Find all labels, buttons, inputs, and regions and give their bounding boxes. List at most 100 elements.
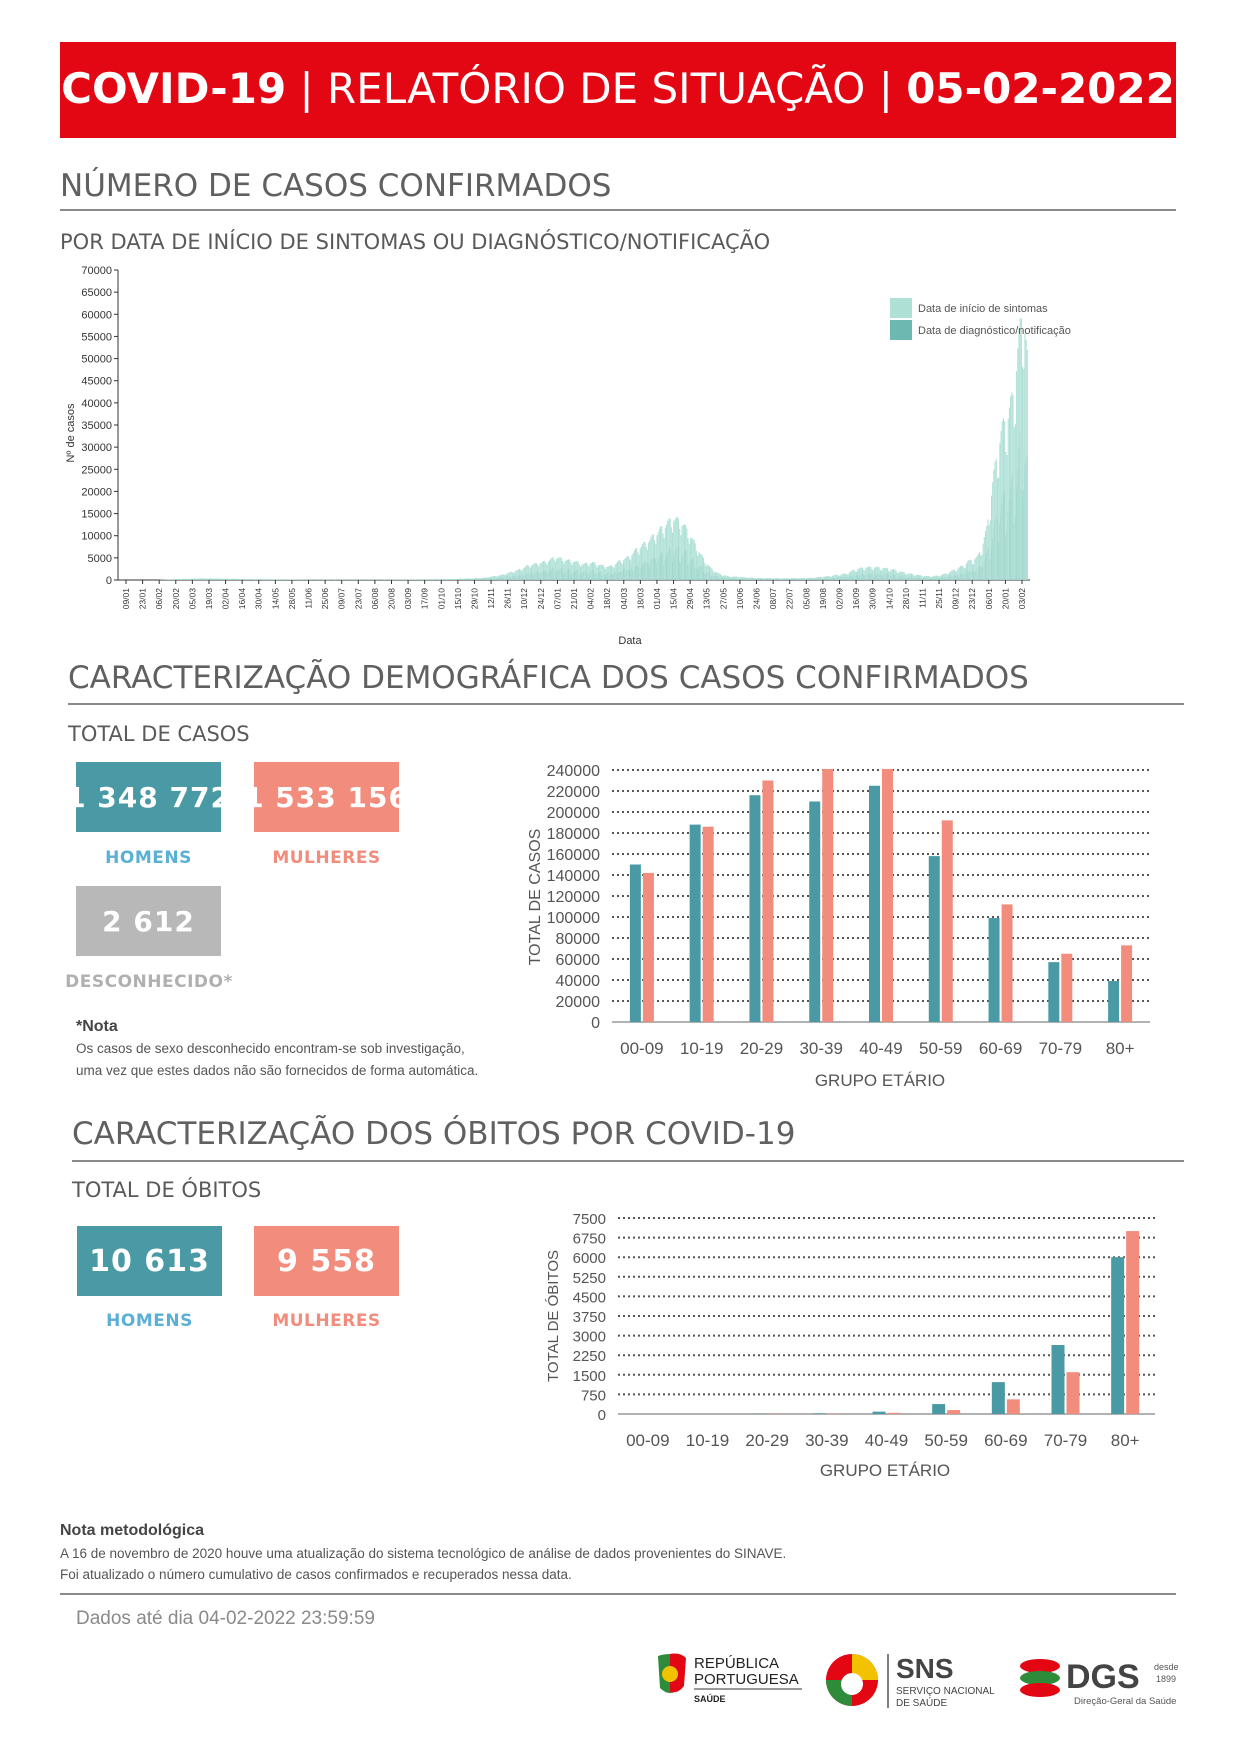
epi-bar-notification bbox=[514, 575, 515, 580]
epi-bar-notification bbox=[744, 578, 746, 580]
epi-bar-notification bbox=[542, 571, 544, 580]
epi-bar-symptoms bbox=[890, 569, 892, 580]
epi-bar-symptoms bbox=[999, 443, 1001, 580]
y-tick-label: 40000 bbox=[556, 973, 601, 990]
epi-bar-notification bbox=[736, 578, 738, 580]
epi-bar-symptoms bbox=[950, 571, 952, 580]
epi-bar-notification bbox=[934, 577, 936, 580]
bar-mulheres bbox=[1126, 1231, 1140, 1414]
epi-bar-symptoms bbox=[993, 469, 995, 580]
methodology-line2: Foi atualizado o número cumulativo de ca… bbox=[60, 1567, 572, 1582]
epi-bar-notification bbox=[722, 578, 723, 580]
epi-bar-notification bbox=[511, 576, 513, 580]
epi-bar-notification bbox=[527, 573, 528, 580]
epi-bar-symptoms bbox=[889, 571, 891, 580]
epi-bar-notification bbox=[220, 579, 221, 580]
epi-bar-symptoms bbox=[1017, 348, 1019, 580]
epi-bar-symptoms bbox=[988, 524, 990, 580]
epi-bar-symptoms bbox=[842, 573, 844, 580]
epi-bar-symptoms bbox=[823, 576, 825, 580]
epi-bar-symptoms bbox=[576, 561, 578, 580]
epi-bar-symptoms bbox=[507, 573, 509, 580]
category-label: 50-59 bbox=[924, 1431, 967, 1450]
epi-bar-symptoms bbox=[434, 579, 436, 580]
svg-text:Direção-Geral da Saúde: Direção-Geral da Saúde bbox=[1074, 1696, 1176, 1707]
epi-bar-symptoms bbox=[446, 579, 448, 580]
epi-bar-notification bbox=[483, 578, 484, 580]
epi-bar-notification bbox=[857, 573, 858, 580]
epi-bar-notification bbox=[735, 578, 736, 580]
epi-bar-symptoms bbox=[424, 579, 426, 580]
epi-bar-symptoms bbox=[820, 576, 822, 580]
epi-bar-notification bbox=[184, 579, 186, 580]
epi-bar-notification bbox=[682, 554, 684, 580]
epi-x-tick-label: 14/10 bbox=[884, 588, 894, 610]
epi-bar-symptoms bbox=[728, 576, 730, 580]
epi-bar-notification bbox=[502, 577, 503, 580]
epi-bar-symptoms bbox=[1024, 333, 1026, 580]
epi-bar-notification bbox=[189, 579, 190, 580]
epi-bar-notification bbox=[472, 579, 473, 580]
epi-bar-symptoms bbox=[189, 578, 191, 580]
epi-bar-symptoms bbox=[895, 570, 897, 580]
epi-bar-notification bbox=[554, 573, 556, 580]
epi-bar-notification bbox=[1023, 489, 1024, 580]
epi-bar-symptoms bbox=[901, 571, 903, 580]
epi-bar-symptoms bbox=[1013, 427, 1015, 580]
epi-bar-notification bbox=[1001, 503, 1003, 580]
epi-bar-notification bbox=[686, 550, 687, 580]
epi-bar-symptoms bbox=[955, 571, 957, 580]
epi-bar-symptoms bbox=[865, 567, 867, 580]
epi-bar-symptoms bbox=[679, 528, 681, 580]
epi-bar-notification bbox=[1002, 495, 1004, 580]
epi-bar-notification bbox=[829, 578, 831, 580]
epi-bar-notification bbox=[563, 574, 564, 580]
epi-bar-notification bbox=[509, 576, 511, 580]
epi-bar-symptoms bbox=[252, 579, 254, 580]
epi-bar-notification bbox=[467, 579, 469, 580]
epi-bar-symptoms bbox=[198, 578, 200, 580]
epi-bar-notification bbox=[519, 575, 520, 580]
epi-bar-symptoms bbox=[400, 579, 402, 580]
epi-bar-notification bbox=[569, 568, 570, 580]
epi-bar-notification bbox=[652, 556, 654, 580]
epi-bar-symptoms bbox=[436, 579, 438, 580]
epi-bar-symptoms bbox=[953, 569, 956, 580]
epi-bar-notification bbox=[208, 579, 209, 580]
epi-bar-notification bbox=[673, 556, 674, 580]
bar-mulheres bbox=[1121, 945, 1133, 1022]
epi-bar-symptoms bbox=[618, 560, 620, 580]
epi-bar-symptoms bbox=[755, 578, 757, 580]
epi-bar-notification bbox=[962, 573, 963, 580]
bar-mulheres bbox=[1001, 904, 1013, 1022]
epi-x-tick-label: 09/07 bbox=[337, 588, 347, 610]
epi-bar-notification bbox=[668, 549, 669, 580]
epi-bar-notification bbox=[973, 571, 974, 580]
epi-bar-symptoms bbox=[260, 579, 263, 580]
epi-bar-symptoms bbox=[557, 558, 559, 580]
epi-bar-notification bbox=[889, 576, 890, 580]
epi-bar-notification bbox=[748, 578, 749, 580]
deaths-x-axis: 00-09 10-19 20-29 30-39 40-49 50-59 60-69 70-79… bbox=[626, 1431, 1140, 1450]
methodology-line1: A 16 de novembro de 2020 houve uma atual… bbox=[60, 1546, 787, 1561]
epi-bar-symptoms bbox=[1019, 318, 1021, 580]
epi-y-tick-label: 15000 bbox=[81, 509, 112, 521]
epi-bar-notification bbox=[982, 566, 984, 580]
epi-bar-symptoms bbox=[502, 574, 504, 580]
epi-bar-notification bbox=[851, 576, 852, 580]
epi-bar-notification bbox=[732, 578, 734, 580]
epi-bar-notification bbox=[603, 574, 605, 580]
epi-bar-notification bbox=[752, 578, 753, 580]
epi-bar-symptoms bbox=[542, 560, 545, 580]
epi-bar-symptoms bbox=[249, 579, 251, 580]
epi-bar-symptoms bbox=[584, 562, 586, 580]
epi-bar-notification bbox=[560, 567, 562, 580]
epi-bar-notification bbox=[949, 575, 950, 580]
epi-bar-symptoms bbox=[435, 579, 437, 580]
epi-bar-symptoms bbox=[553, 559, 555, 580]
epi-bar-symptoms bbox=[1020, 318, 1022, 580]
epi-bar-symptoms bbox=[590, 562, 592, 580]
epi-bar-notification bbox=[767, 579, 769, 580]
epi-bar-notification bbox=[583, 571, 585, 580]
epi-bar-symptoms bbox=[1026, 349, 1028, 580]
